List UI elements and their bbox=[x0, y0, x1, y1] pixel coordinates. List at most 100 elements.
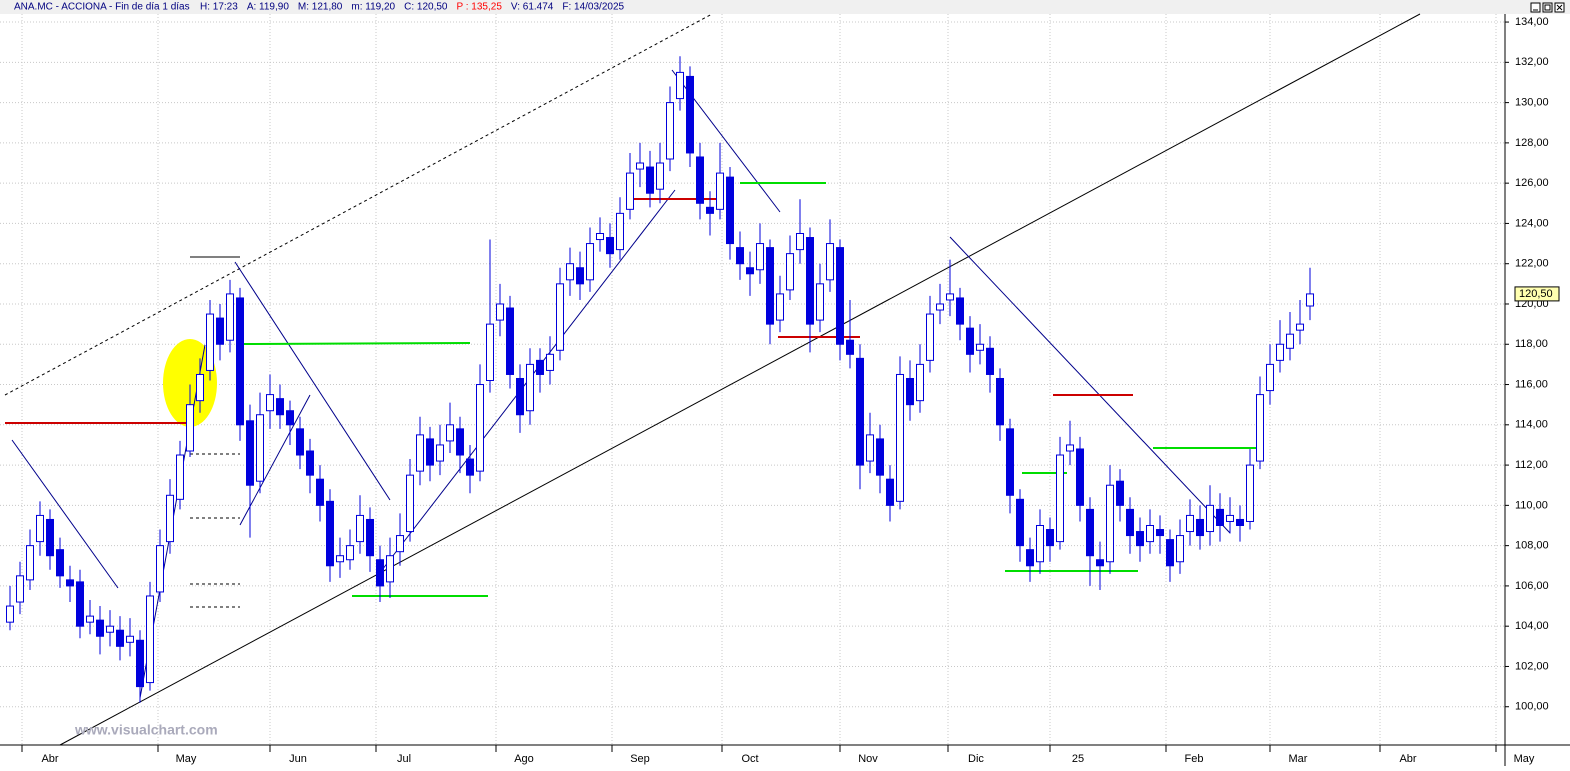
header-field: M: 121,80 bbox=[298, 2, 343, 13]
candle-body bbox=[886, 478, 894, 506]
candle-body bbox=[916, 363, 924, 402]
candle-body bbox=[1046, 529, 1054, 547]
candle-body bbox=[816, 283, 824, 321]
candle-body bbox=[1106, 484, 1114, 563]
candle-body bbox=[836, 247, 844, 345]
trend-line bbox=[59, 13, 1421, 746]
y-tick-label: 122,00 bbox=[1515, 258, 1549, 270]
candle-body bbox=[426, 438, 434, 466]
x-tick-label: 25 bbox=[1072, 753, 1084, 765]
candle-body bbox=[536, 359, 544, 375]
candle-body bbox=[226, 293, 234, 341]
candle-body bbox=[56, 549, 64, 577]
candle-body bbox=[1076, 448, 1084, 506]
candle-body bbox=[456, 428, 464, 456]
candle-body bbox=[1286, 333, 1294, 349]
x-tick-label: Jul bbox=[397, 753, 411, 765]
annotations bbox=[4, 13, 1421, 746]
candle-body bbox=[1226, 514, 1234, 522]
y-tick-label: 134,00 bbox=[1515, 16, 1549, 28]
candle-body bbox=[86, 615, 94, 623]
candle-body bbox=[106, 625, 114, 633]
candle-body bbox=[316, 478, 324, 506]
candle-body bbox=[616, 212, 624, 251]
x-tick-label: Abr bbox=[1399, 753, 1416, 765]
candle-body bbox=[36, 514, 44, 543]
window-buttons[interactable] bbox=[1530, 2, 1565, 13]
candle-body bbox=[516, 377, 524, 416]
candle-body bbox=[26, 545, 34, 581]
watermark: www.visualchart.com bbox=[74, 722, 218, 738]
candle-body bbox=[176, 454, 184, 500]
candle-body bbox=[786, 253, 794, 291]
candle-body bbox=[666, 102, 674, 160]
y-tick-label: 112,00 bbox=[1515, 459, 1548, 471]
candle-body bbox=[606, 237, 614, 255]
last-price-label: 120,50 bbox=[1519, 288, 1553, 300]
candle-body bbox=[1246, 464, 1254, 522]
candle-body bbox=[866, 434, 874, 462]
candle-body bbox=[1016, 498, 1024, 547]
channel-line bbox=[4, 13, 713, 396]
candle-body bbox=[1206, 504, 1214, 533]
candle-body bbox=[1306, 293, 1314, 307]
candle-body bbox=[546, 353, 554, 371]
candle-body bbox=[46, 518, 54, 557]
candle-body bbox=[776, 293, 784, 321]
candle-body bbox=[1036, 524, 1044, 563]
header-bar bbox=[0, 0, 1570, 14]
header-field: C: 120,50 bbox=[404, 2, 448, 13]
candle-body bbox=[656, 162, 664, 190]
candle-body bbox=[986, 347, 994, 375]
y-tick-label: 102,00 bbox=[1515, 660, 1549, 672]
x-tick-label: May bbox=[1514, 753, 1535, 765]
candle-body bbox=[1256, 394, 1264, 462]
candle-body bbox=[1126, 508, 1134, 537]
candle-body bbox=[206, 313, 214, 371]
candle-body bbox=[526, 363, 534, 412]
candle-body bbox=[266, 394, 274, 412]
candle-body bbox=[646, 166, 654, 194]
candle-body bbox=[996, 377, 1004, 426]
candle-body bbox=[706, 206, 714, 214]
candle-body bbox=[356, 514, 364, 543]
candle-body bbox=[1146, 524, 1154, 543]
header-field: P : 135,25 bbox=[456, 2, 502, 13]
candle-body bbox=[736, 247, 744, 265]
maximize-button[interactable] bbox=[1542, 2, 1553, 13]
candle-body bbox=[486, 323, 494, 382]
candle-body bbox=[1176, 535, 1184, 563]
candle-body bbox=[96, 619, 104, 637]
y-tick-label: 100,00 bbox=[1515, 701, 1549, 713]
candle-body bbox=[386, 555, 394, 583]
candle-body bbox=[166, 494, 174, 543]
header-field: F: 14/03/2025 bbox=[562, 2, 624, 13]
candle-body bbox=[446, 424, 454, 442]
candle-body bbox=[1056, 454, 1064, 543]
minimize-button[interactable] bbox=[1530, 2, 1541, 13]
candle-body bbox=[156, 545, 164, 593]
red-levels bbox=[5, 198, 1133, 424]
candle-body bbox=[626, 172, 634, 210]
x-tick-label: Feb bbox=[1185, 753, 1204, 765]
dashed-levels bbox=[190, 453, 240, 608]
x-tick-label: Nov bbox=[858, 753, 878, 765]
y-tick-label: 108,00 bbox=[1515, 540, 1549, 552]
candle-body bbox=[636, 162, 644, 170]
candle-body bbox=[146, 595, 154, 684]
candle-body bbox=[396, 535, 404, 553]
candle-body bbox=[936, 303, 944, 311]
y-tick-label: 124,00 bbox=[1515, 217, 1549, 229]
candle-body bbox=[416, 434, 424, 472]
candle-body bbox=[906, 377, 914, 406]
y-tick-label: 114,00 bbox=[1515, 419, 1548, 431]
x-tick-label: Mar bbox=[1289, 753, 1308, 765]
candles bbox=[6, 56, 1314, 703]
grid bbox=[0, 14, 1505, 745]
y-tick-label: 126,00 bbox=[1515, 177, 1549, 189]
candle-body bbox=[376, 559, 384, 587]
candle-body bbox=[196, 373, 204, 402]
x-tick-label: Oct bbox=[741, 753, 758, 765]
candle-body bbox=[186, 404, 194, 452]
